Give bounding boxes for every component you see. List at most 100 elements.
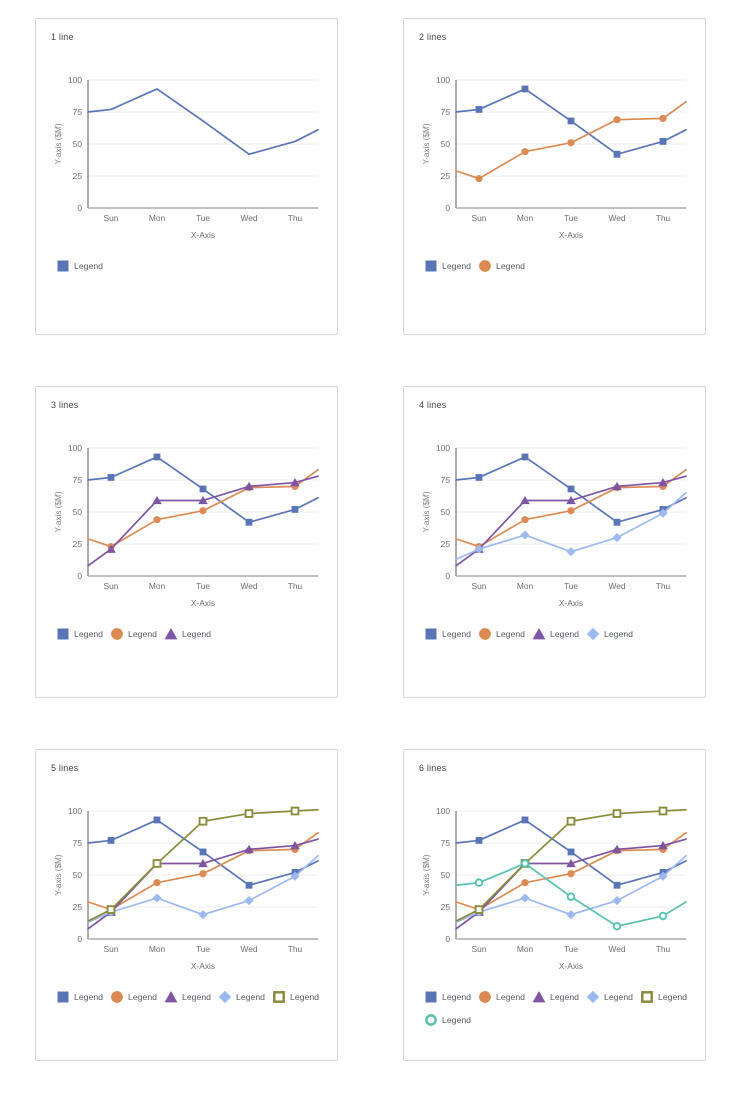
diamond-marker (612, 533, 622, 543)
square-marker (659, 138, 667, 145)
legend-label: Legend (74, 629, 103, 639)
diamond-marker (290, 871, 300, 881)
chart-title: 4 lines (419, 400, 447, 410)
legend-item[interactable]: Legend (640, 990, 687, 1004)
legend-label: Legend (128, 629, 157, 639)
svg-text:50: 50 (73, 870, 83, 880)
circle-marker (153, 516, 161, 524)
series (87, 88, 319, 156)
x-tick-labels: Sun Mon Tue Wed Thu (104, 213, 303, 223)
chart-legend: Legend Legend Legend (51, 627, 322, 641)
svg-text:Mon: Mon (149, 213, 166, 223)
legend-item[interactable]: Legend (586, 990, 633, 1004)
legend-item[interactable]: Legend (164, 990, 211, 1004)
svg-text:Thu: Thu (288, 944, 303, 954)
gridlines (88, 79, 318, 177)
x-tick-labels: Sun Mon Tue Wed Thu (104, 581, 303, 591)
x-tick-labels: Sun Mon Tue Wed Thu (104, 944, 303, 954)
chart-panel-4-lines: 4 lines 0 25 50 75 100 Y-axis ($M) Sun Mon Tue We… (403, 386, 706, 698)
x-axis-title: X-Axis (191, 230, 215, 240)
square-marker (153, 816, 161, 824)
svg-text:Thu: Thu (656, 213, 671, 223)
legend-row: Legend Legend Legend (56, 627, 322, 641)
triangle-marker (244, 844, 254, 854)
line-chart: 0 25 50 75 100 Y-axis ($M) Sun Mon Tue Wed Thu X-Ax… (422, 806, 687, 971)
square-open-legend-swatch-icon (273, 991, 285, 1003)
triangle-marker (106, 544, 116, 553)
series (455, 859, 687, 931)
legend-label: Legend (290, 992, 319, 1002)
svg-text:Tue: Tue (564, 944, 578, 954)
chart-title: 1 line (51, 32, 74, 42)
square-open-legend-swatch-icon (641, 991, 653, 1003)
square-marker (153, 453, 161, 461)
svg-text:Mon: Mon (517, 581, 534, 591)
triangle-marker (566, 858, 576, 868)
diamond-marker (520, 893, 530, 903)
legend-item[interactable]: Legend (478, 627, 525, 641)
svg-text:75: 75 (441, 107, 451, 117)
legend-label: Legend (550, 629, 579, 639)
chart-legend: Legend Legend (419, 259, 690, 273)
open-square-marker (474, 905, 484, 914)
legend-item[interactable]: Legend (424, 627, 471, 641)
legend-item[interactable]: Legend (586, 627, 633, 641)
chart-title: 5 lines (51, 763, 79, 773)
legend-item[interactable]: Legend (532, 627, 579, 641)
chart-panel-3-lines: 3 lines 0 25 50 75 100 Y-axis ($M) Sun Mon Tue We… (35, 386, 338, 698)
chart-legend: Legend Legend Legend Legend (419, 627, 690, 641)
legend-item[interactable]: Legend (110, 627, 157, 641)
svg-text:Tue: Tue (564, 213, 578, 223)
legend-item[interactable]: Legend (424, 990, 471, 1004)
svg-text:25: 25 (441, 902, 451, 912)
legend-row: Legend Legend Legend Legend (424, 627, 690, 641)
legend-item[interactable]: Legend (478, 990, 525, 1004)
gridlines (456, 79, 686, 177)
legend-item[interactable]: Legend (56, 259, 103, 273)
diamond-marker (520, 530, 530, 540)
svg-text:75: 75 (441, 838, 451, 848)
open-circle-marker (566, 892, 576, 902)
y-tick-labels: 0 25 50 75 100 (436, 75, 450, 213)
y-axis-title: Y-axis ($M) (54, 123, 63, 164)
square-marker (291, 506, 299, 513)
circle-marker (199, 870, 207, 878)
legend-item[interactable]: Legend (424, 259, 471, 273)
svg-text:100: 100 (68, 806, 82, 816)
legend-row: Legend Legend (424, 259, 690, 273)
legend-label: Legend (182, 629, 211, 639)
svg-text:Mon: Mon (517, 944, 534, 954)
y-tick-labels: 0 25 50 75 100 (68, 443, 82, 581)
x-tick-labels: Sun Mon Tue Wed Thu (472, 581, 671, 591)
series (455, 453, 687, 526)
square-marker (245, 518, 253, 526)
triangle-marker (658, 841, 668, 850)
legend-label: Legend (442, 629, 471, 639)
circle-marker (521, 516, 529, 524)
legend-item[interactable]: Legend (218, 990, 265, 1004)
square-marker (567, 117, 575, 125)
open-square-marker (658, 806, 668, 816)
legend-item[interactable]: Legend (56, 627, 103, 641)
legend-item[interactable]: Legend (272, 990, 319, 1004)
legend-item[interactable]: Legend (532, 990, 579, 1004)
legend-item[interactable]: Legend (478, 259, 525, 273)
legend-item[interactable]: Legend (110, 990, 157, 1004)
triangle-marker (290, 841, 300, 850)
svg-text:25: 25 (441, 171, 451, 181)
triangle-marker (152, 495, 162, 505)
square-legend-swatch-icon (57, 991, 69, 1003)
open-square-marker (290, 806, 300, 816)
svg-text:Tue: Tue (196, 213, 210, 223)
line-chart: 0 25 50 75 100 Y-axis ($M) Sun Mon Tue Wed Thu X-Ax… (54, 806, 319, 971)
open-circle-marker (612, 921, 622, 931)
legend-item[interactable]: Legend (56, 990, 103, 1004)
legend-item[interactable]: Legend (424, 1013, 471, 1027)
circle-open-legend-swatch-icon (425, 1014, 437, 1026)
svg-text:Sun: Sun (472, 581, 487, 591)
svg-text:Wed: Wed (240, 944, 257, 954)
diamond-marker (152, 893, 162, 903)
legend-item[interactable]: Legend (164, 627, 211, 641)
svg-text:Wed: Wed (608, 213, 625, 223)
chart-legend: Legend (51, 259, 322, 273)
